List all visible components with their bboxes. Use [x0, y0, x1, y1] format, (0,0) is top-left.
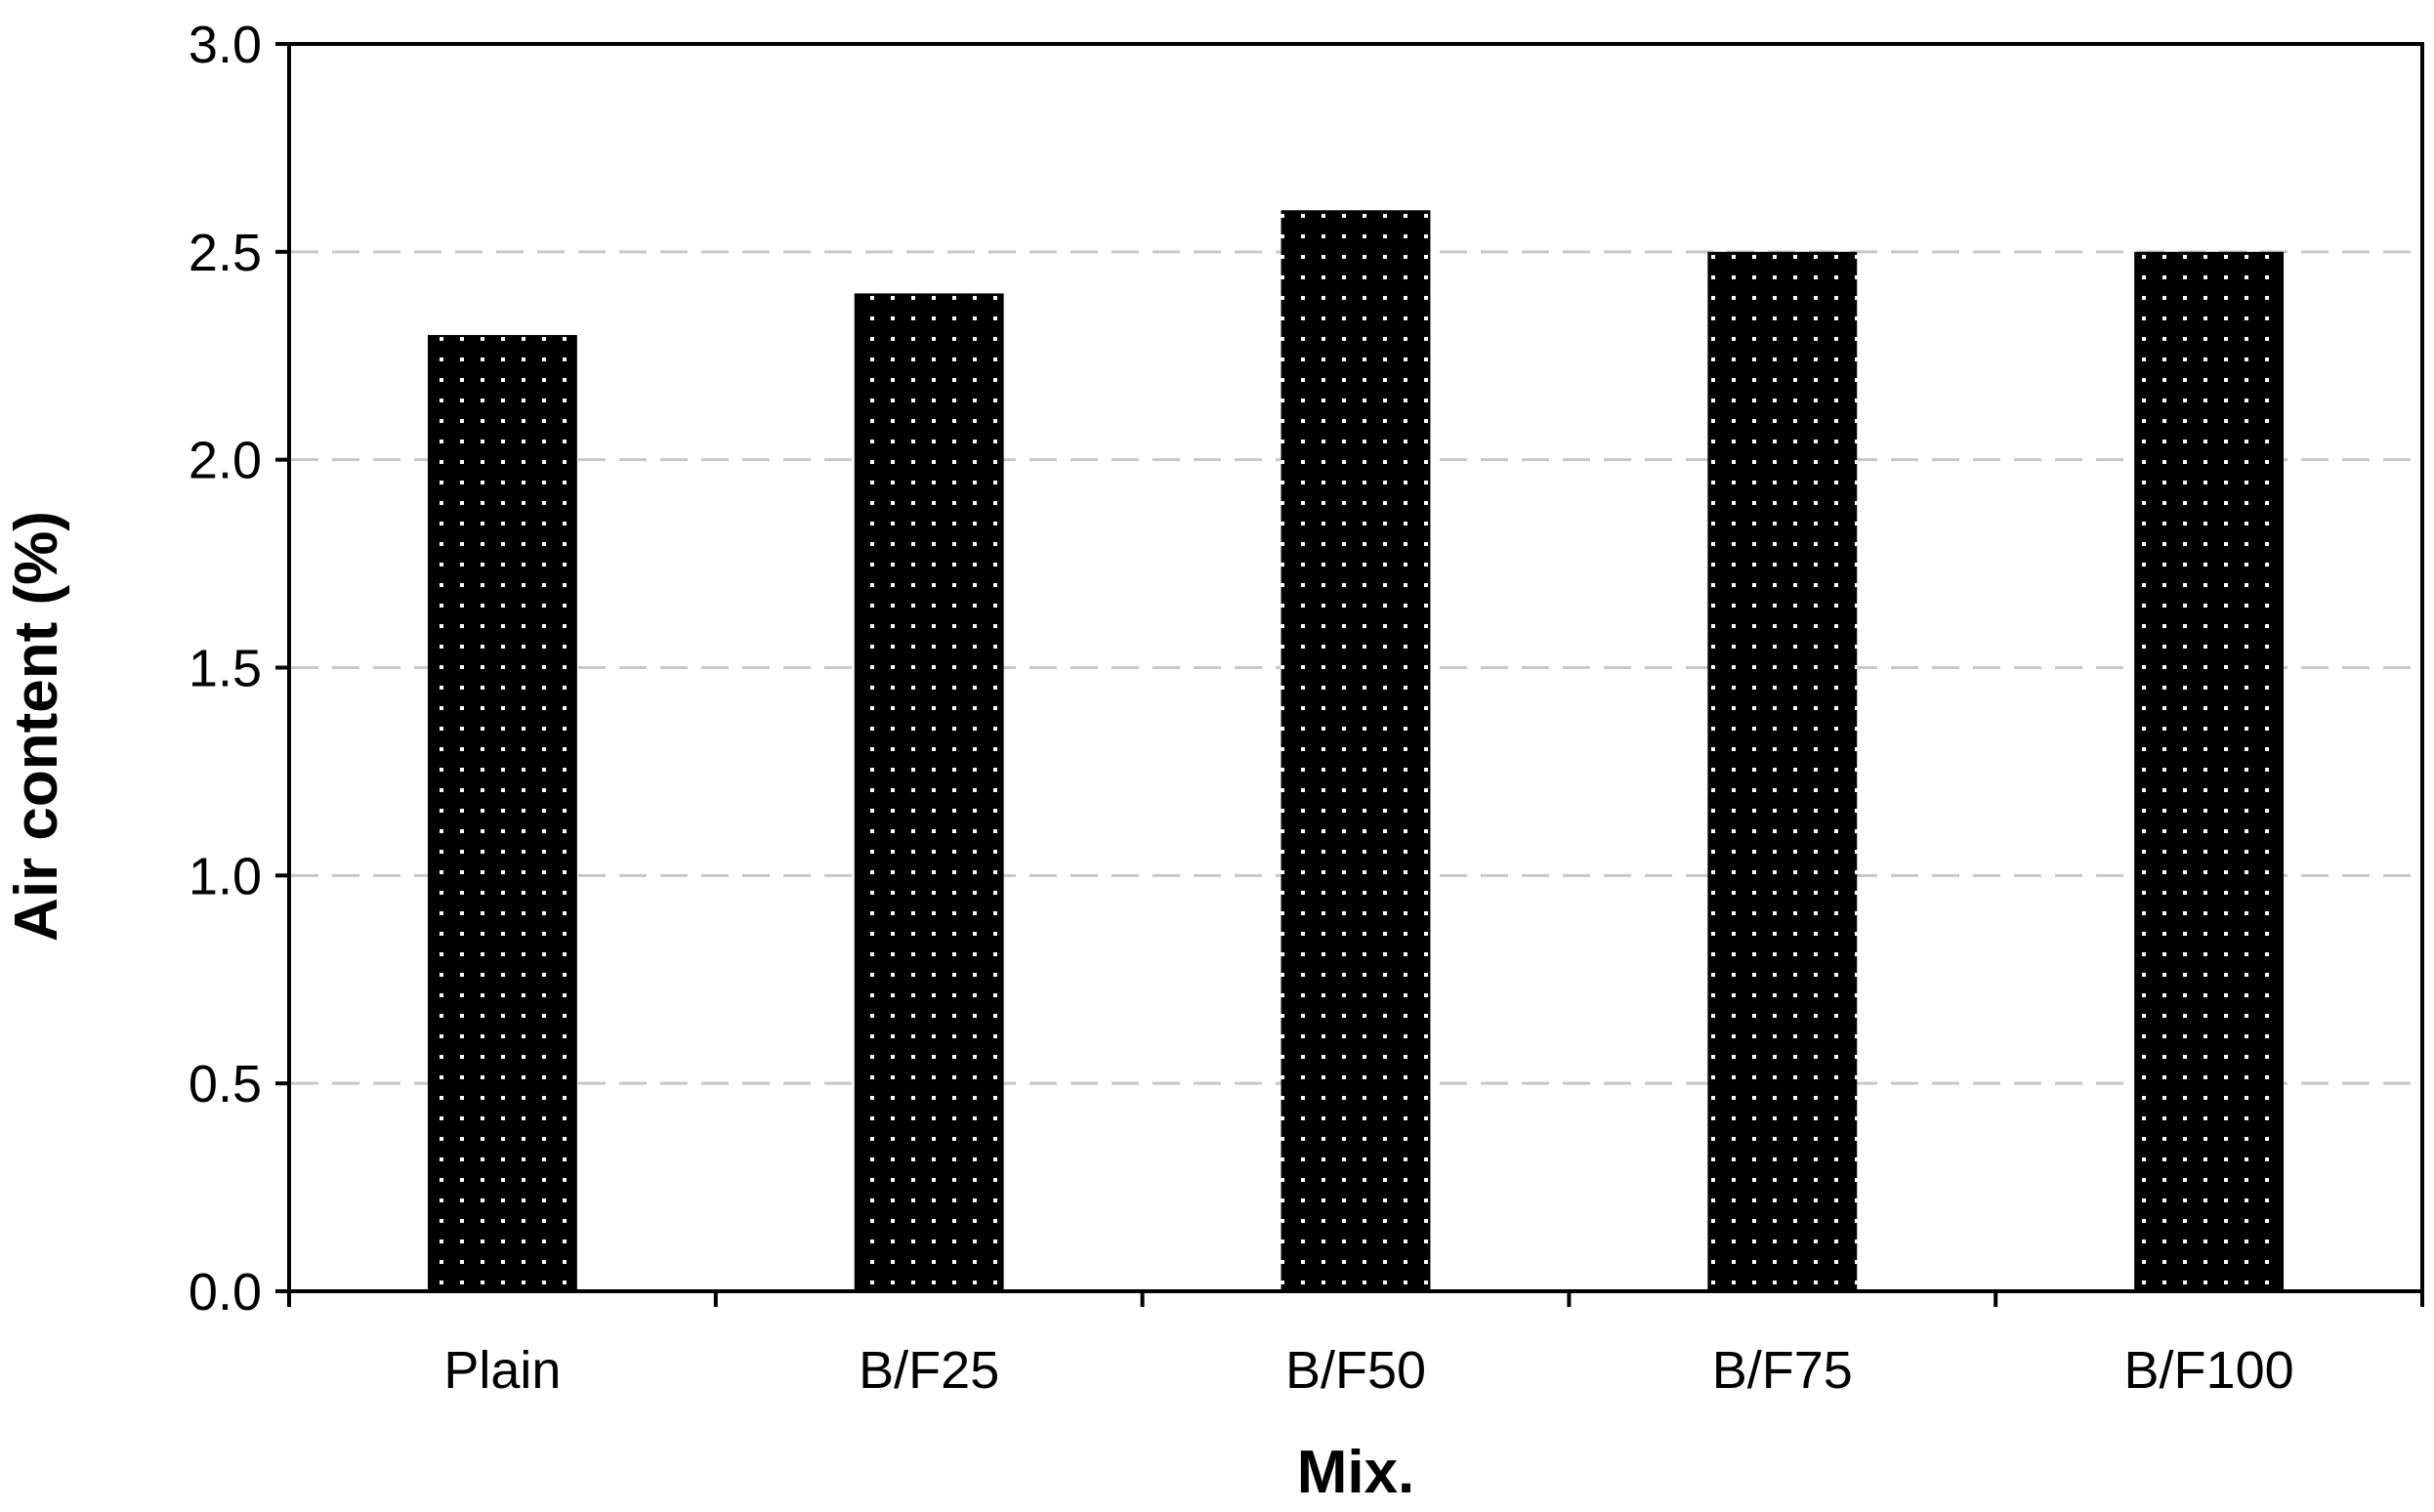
x-tick-label: B/F75 — [1712, 1341, 1853, 1400]
y-tick-label: 1.0 — [189, 847, 262, 905]
x-tick-label: B/F50 — [1285, 1341, 1426, 1400]
bars — [427, 210, 2285, 1292]
y-tick-label: 2.5 — [189, 224, 262, 282]
y-tick-label: 2.0 — [189, 432, 262, 490]
bar-b-f50 — [1280, 210, 1431, 1292]
y-axis-ticks: 0.0 0.5 1.0 1.5 2.0 2.5 3.0 — [189, 16, 289, 1322]
y-axis-title: Air content (%) — [3, 511, 70, 942]
bar-b-f75 — [1707, 251, 1858, 1291]
x-tick-label: B/F25 — [859, 1341, 999, 1400]
x-tick-label: Plain — [443, 1341, 561, 1400]
x-tick-label: B/F100 — [2124, 1341, 2294, 1400]
bar-plain — [427, 334, 577, 1291]
y-tick-label: 0.5 — [189, 1055, 262, 1113]
y-tick-label: 3.0 — [189, 16, 262, 74]
x-axis-title: Mix. — [1297, 1439, 1415, 1506]
bar-b-f25 — [854, 293, 1004, 1291]
gridlines — [291, 250, 2420, 1085]
x-axis-ticks: Plain B/F25 B/F50 B/F75 B/F100 — [287, 1291, 2424, 1400]
y-tick-label: 1.5 — [189, 640, 262, 698]
bar-b-f100 — [2134, 251, 2285, 1291]
y-tick-label: 0.0 — [189, 1263, 262, 1322]
